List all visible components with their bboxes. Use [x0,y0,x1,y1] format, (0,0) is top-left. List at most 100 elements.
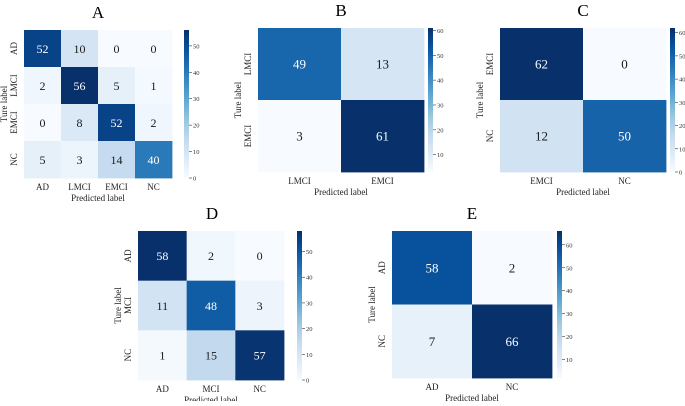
colorbar [670,28,675,172]
x-tick-label: EMCI [530,176,553,186]
heatmap-cell [61,104,99,142]
cell-value: 1 [151,79,157,93]
cell-value: 11 [157,299,169,313]
cell-value: 3 [77,153,83,167]
colorbar-tick-label: 30 [566,311,573,318]
cell-value: 2 [208,249,214,263]
heatmap-cell [472,304,553,379]
y-tick-label: AD [377,261,387,274]
y-tick-label: NC [123,349,133,362]
cell-value: 48 [205,299,217,313]
cell-value: 5 [114,79,120,93]
heatmap-cell [186,330,236,381]
heatmap-cell [138,330,188,381]
y-axis-label: Ture label [0,85,9,122]
cell-value: 15 [205,348,217,362]
y-tick-label: EMCI [485,53,495,76]
colorbar-tick-label: 50 [437,53,444,60]
x-tick-label: AD [426,382,439,392]
heatmap-cell [61,141,99,179]
panel-1-title: A [92,3,105,22]
heatmap-cell [98,30,136,68]
cell-value: 3 [296,129,303,144]
y-tick-label: AD [123,249,133,262]
cell-value: 40 [148,153,160,167]
colorbar-tick-label: 60 [679,30,685,37]
heatmap-cell [583,100,667,173]
panel-3: C 62 0 12 50 EMCI NC EMCI NC Predicted label Ture … [475,1,685,197]
colorbar-tick-label: 0 [193,176,196,183]
colorbar-tick-label: 0 [679,170,682,177]
cell-value: 0 [257,249,263,263]
colorbar-tick-label: 20 [679,123,685,130]
x-tick-label: LMCI [288,176,311,186]
heatmap-cell [341,100,425,173]
colorbar-tick-label: 60 [437,28,444,35]
heatmap-cell [98,104,136,142]
heatmap-cell [258,28,342,101]
x-axis-label: Predicted label [556,187,610,197]
cell-value: 52 [111,116,123,130]
cell-value: 2 [151,116,157,130]
cell-value: 62 [535,57,548,72]
heatmap-cell [392,231,473,305]
colorbar-tick-label: 50 [566,265,573,272]
y-tick-label: LMCI [9,74,19,97]
x-tick-label: AD [156,384,169,394]
colorbar-tick-label: 30 [306,300,313,307]
cell-value: 58 [426,260,439,275]
colorbar [184,30,189,178]
heatmap-cell [24,141,62,179]
heatmap-cell [392,304,473,379]
heatmap-cell [138,280,188,331]
colorbar-tick-label: 20 [437,127,444,134]
cell-value: 66 [506,334,520,349]
colorbar-tick-label: 20 [306,326,313,333]
cell-value: 13 [376,57,389,72]
colorbar [428,28,433,172]
heatmap-cell [98,141,136,179]
colorbar-tick-label: 20 [193,123,200,130]
cell-value: 2 [509,260,516,275]
y-tick-label: NC [485,130,495,143]
heatmap-cell [341,28,425,101]
colorbar-tick-label: 10 [306,352,313,359]
colorbar [557,231,562,378]
heatmap-cell [138,231,188,282]
panel-5-title: E [467,204,477,223]
cell-value: 52 [37,42,49,56]
heatmap-cell [235,330,285,381]
heatmap-cell [61,30,99,68]
heatmap-cell [583,28,667,101]
cell-value: 0 [621,57,628,72]
cell-value: 12 [535,129,548,144]
panel-2-title: B [335,1,346,20]
colorbar-tick-label: 10 [566,357,573,364]
heatmap-cell [61,67,99,105]
x-tick-label: NC [618,176,631,186]
y-axis-label: Ture label [367,286,377,323]
colorbar-tick-label: 40 [306,275,313,282]
y-axis-label: Ture label [475,81,485,118]
heatmap-cell [135,30,173,68]
heatmap-cell [24,67,62,105]
colorbar-tick-label: 30 [193,96,200,103]
cell-value: 14 [111,153,123,167]
colorbar-tick-label: 40 [566,288,573,295]
cell-value: 3 [257,299,263,313]
x-tick-label: AD [36,182,49,192]
colorbar-tick-label: 10 [437,152,444,159]
colorbar-tick-label: 50 [306,249,313,256]
x-tick-label: NC [506,382,519,392]
x-axis-label: Predicted label [184,395,238,401]
heatmap-cell [24,30,62,68]
cell-value: 0 [151,42,157,56]
y-tick-label: EMCI [243,125,253,148]
panel-4-title: D [206,204,218,223]
heatmap-cell [186,280,236,331]
cell-value: 61 [376,129,389,144]
